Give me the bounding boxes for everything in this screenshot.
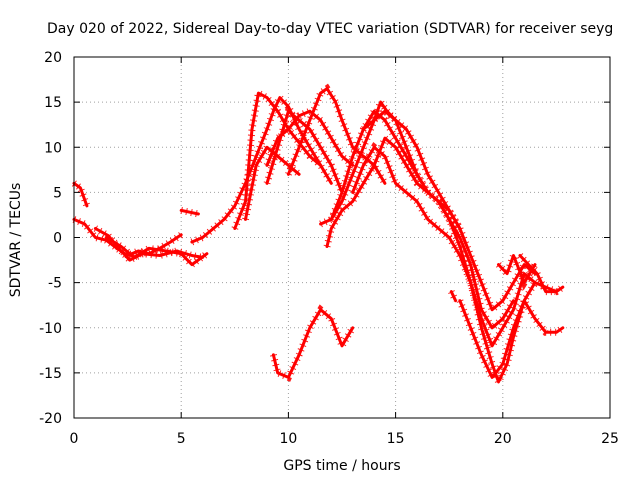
y-tick-label: -20 xyxy=(39,411,62,427)
series-arc18 xyxy=(458,299,565,379)
x-tick-label: 20 xyxy=(494,431,512,447)
y-tick-label: 20 xyxy=(44,50,62,66)
x-tick-label: 5 xyxy=(177,431,186,447)
x-tick-label: 10 xyxy=(279,431,297,447)
series-arc15 xyxy=(351,145,537,348)
series-arc10-markers xyxy=(263,107,355,168)
y-axis-label: SDTVAR / TECUs xyxy=(8,183,24,298)
y-tick-label: 10 xyxy=(44,140,62,156)
y-tick-label: -15 xyxy=(39,366,62,382)
x-tick-label: 0 xyxy=(70,431,79,447)
y-tick-label: 5 xyxy=(53,185,62,201)
series-arc17-markers xyxy=(448,290,459,303)
y-tick-label: 0 xyxy=(53,231,62,247)
series-arc12 xyxy=(319,100,537,312)
y-tick-label: -10 xyxy=(39,321,62,337)
y-axis: -20 -15 -10 -5 0 5 10 15 20 xyxy=(39,50,610,427)
y-tick-label: 15 xyxy=(44,95,62,111)
series-arc20 xyxy=(271,308,355,379)
series-arc2-markers xyxy=(72,216,184,260)
x-tick-label: 15 xyxy=(387,431,405,447)
series-arc9 xyxy=(265,109,344,194)
series-arc19-markers xyxy=(517,253,565,296)
series-arc7-markers xyxy=(231,87,323,230)
series-arc13-markers xyxy=(328,105,517,334)
x-axis-label: GPS time / hours xyxy=(283,458,400,474)
series-arc21 xyxy=(497,254,537,285)
series-arc1-markers xyxy=(71,180,91,208)
data-series xyxy=(71,83,565,392)
x-axis: 0 5 10 15 20 25 xyxy=(70,57,619,447)
y-tick-label: -5 xyxy=(48,276,62,292)
series-arc5 xyxy=(179,208,200,216)
x-tick-label: 25 xyxy=(601,431,619,447)
series-arc8-markers xyxy=(242,141,302,221)
series-arc4-markers xyxy=(104,234,209,270)
series-arc6-markers xyxy=(190,91,335,246)
chart-title: Day 020 of 2022, Sidereal Day-to-day VTE… xyxy=(47,21,613,37)
